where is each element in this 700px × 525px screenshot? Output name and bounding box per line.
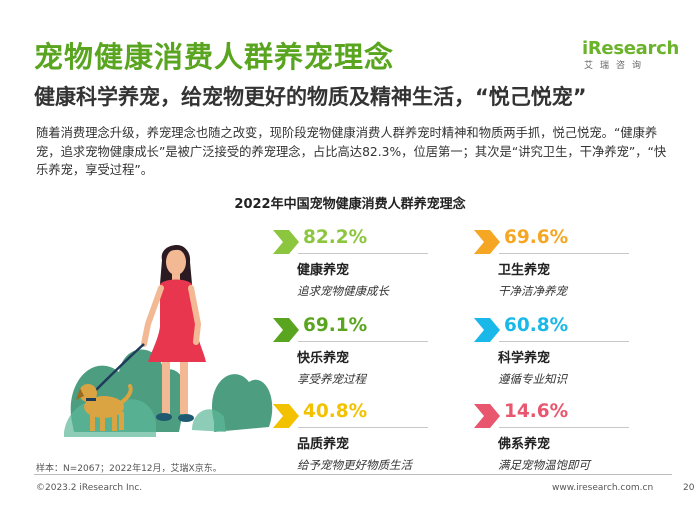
stat-name: 科学养宠: [498, 351, 551, 366]
stat-desc: 满足宠物温饱即可: [498, 458, 590, 472]
intro-paragraph: 随着消费理念升级，养宠理念也随之改变，现阶段宠物健康消费人群养宠时精神和物质两手…: [36, 126, 667, 177]
stat-name: 快乐养宠: [297, 351, 350, 366]
chevron-icon: [474, 318, 500, 342]
stat-value: 69.6%: [504, 227, 569, 248]
page-number: 20: [683, 483, 695, 493]
chevron-icon: [474, 230, 500, 254]
website-link[interactable]: www.iresearch.com.cn: [552, 483, 654, 493]
stat-value: 40.8%: [303, 401, 368, 422]
footnote: 样本：N=2067；2022年12月，艾瑞X京东。: [36, 464, 222, 474]
stat-desc: 遵循专业知识: [498, 372, 567, 386]
stat-desc: 给予宠物更好物质生活: [297, 458, 412, 472]
stat-name: 卫生养宠: [498, 263, 551, 278]
chevron-icon: [474, 404, 500, 428]
chevron-icon: [273, 318, 299, 342]
footer-divider: [34, 474, 672, 475]
page-subtitle: 健康科学养宠，给宠物更好的物质及精神生活，“悦己悦宠”: [34, 85, 587, 109]
stat-desc: 享受养宠过程: [297, 372, 366, 386]
copyright: ©2023.2 iResearch Inc.: [36, 483, 143, 493]
iresearch-logo: iResearch 艾瑞咨询: [582, 38, 679, 71]
stat-name: 健康养宠: [297, 263, 350, 278]
page-title: 宠物健康消费人群养宠理念: [34, 40, 395, 74]
stat-value: 14.6%: [504, 401, 569, 422]
chart-title: 2022年中国宠物健康消费人群养宠理念: [234, 197, 466, 212]
stat-name: 品质养宠: [297, 437, 350, 452]
stat-desc: 追求宠物健康成长: [297, 284, 389, 298]
woman-walking-dog-illustration: [64, 245, 273, 437]
stat-value: 69.1%: [303, 315, 368, 336]
chevron-icon: [273, 404, 299, 428]
stat-desc: 干净洁净养宠: [498, 284, 567, 298]
stat-name: 佛系养宠: [498, 437, 551, 452]
stat-value: 60.8%: [504, 315, 569, 336]
stat-value: 82.2%: [303, 227, 368, 248]
chevron-icon: [273, 230, 299, 254]
